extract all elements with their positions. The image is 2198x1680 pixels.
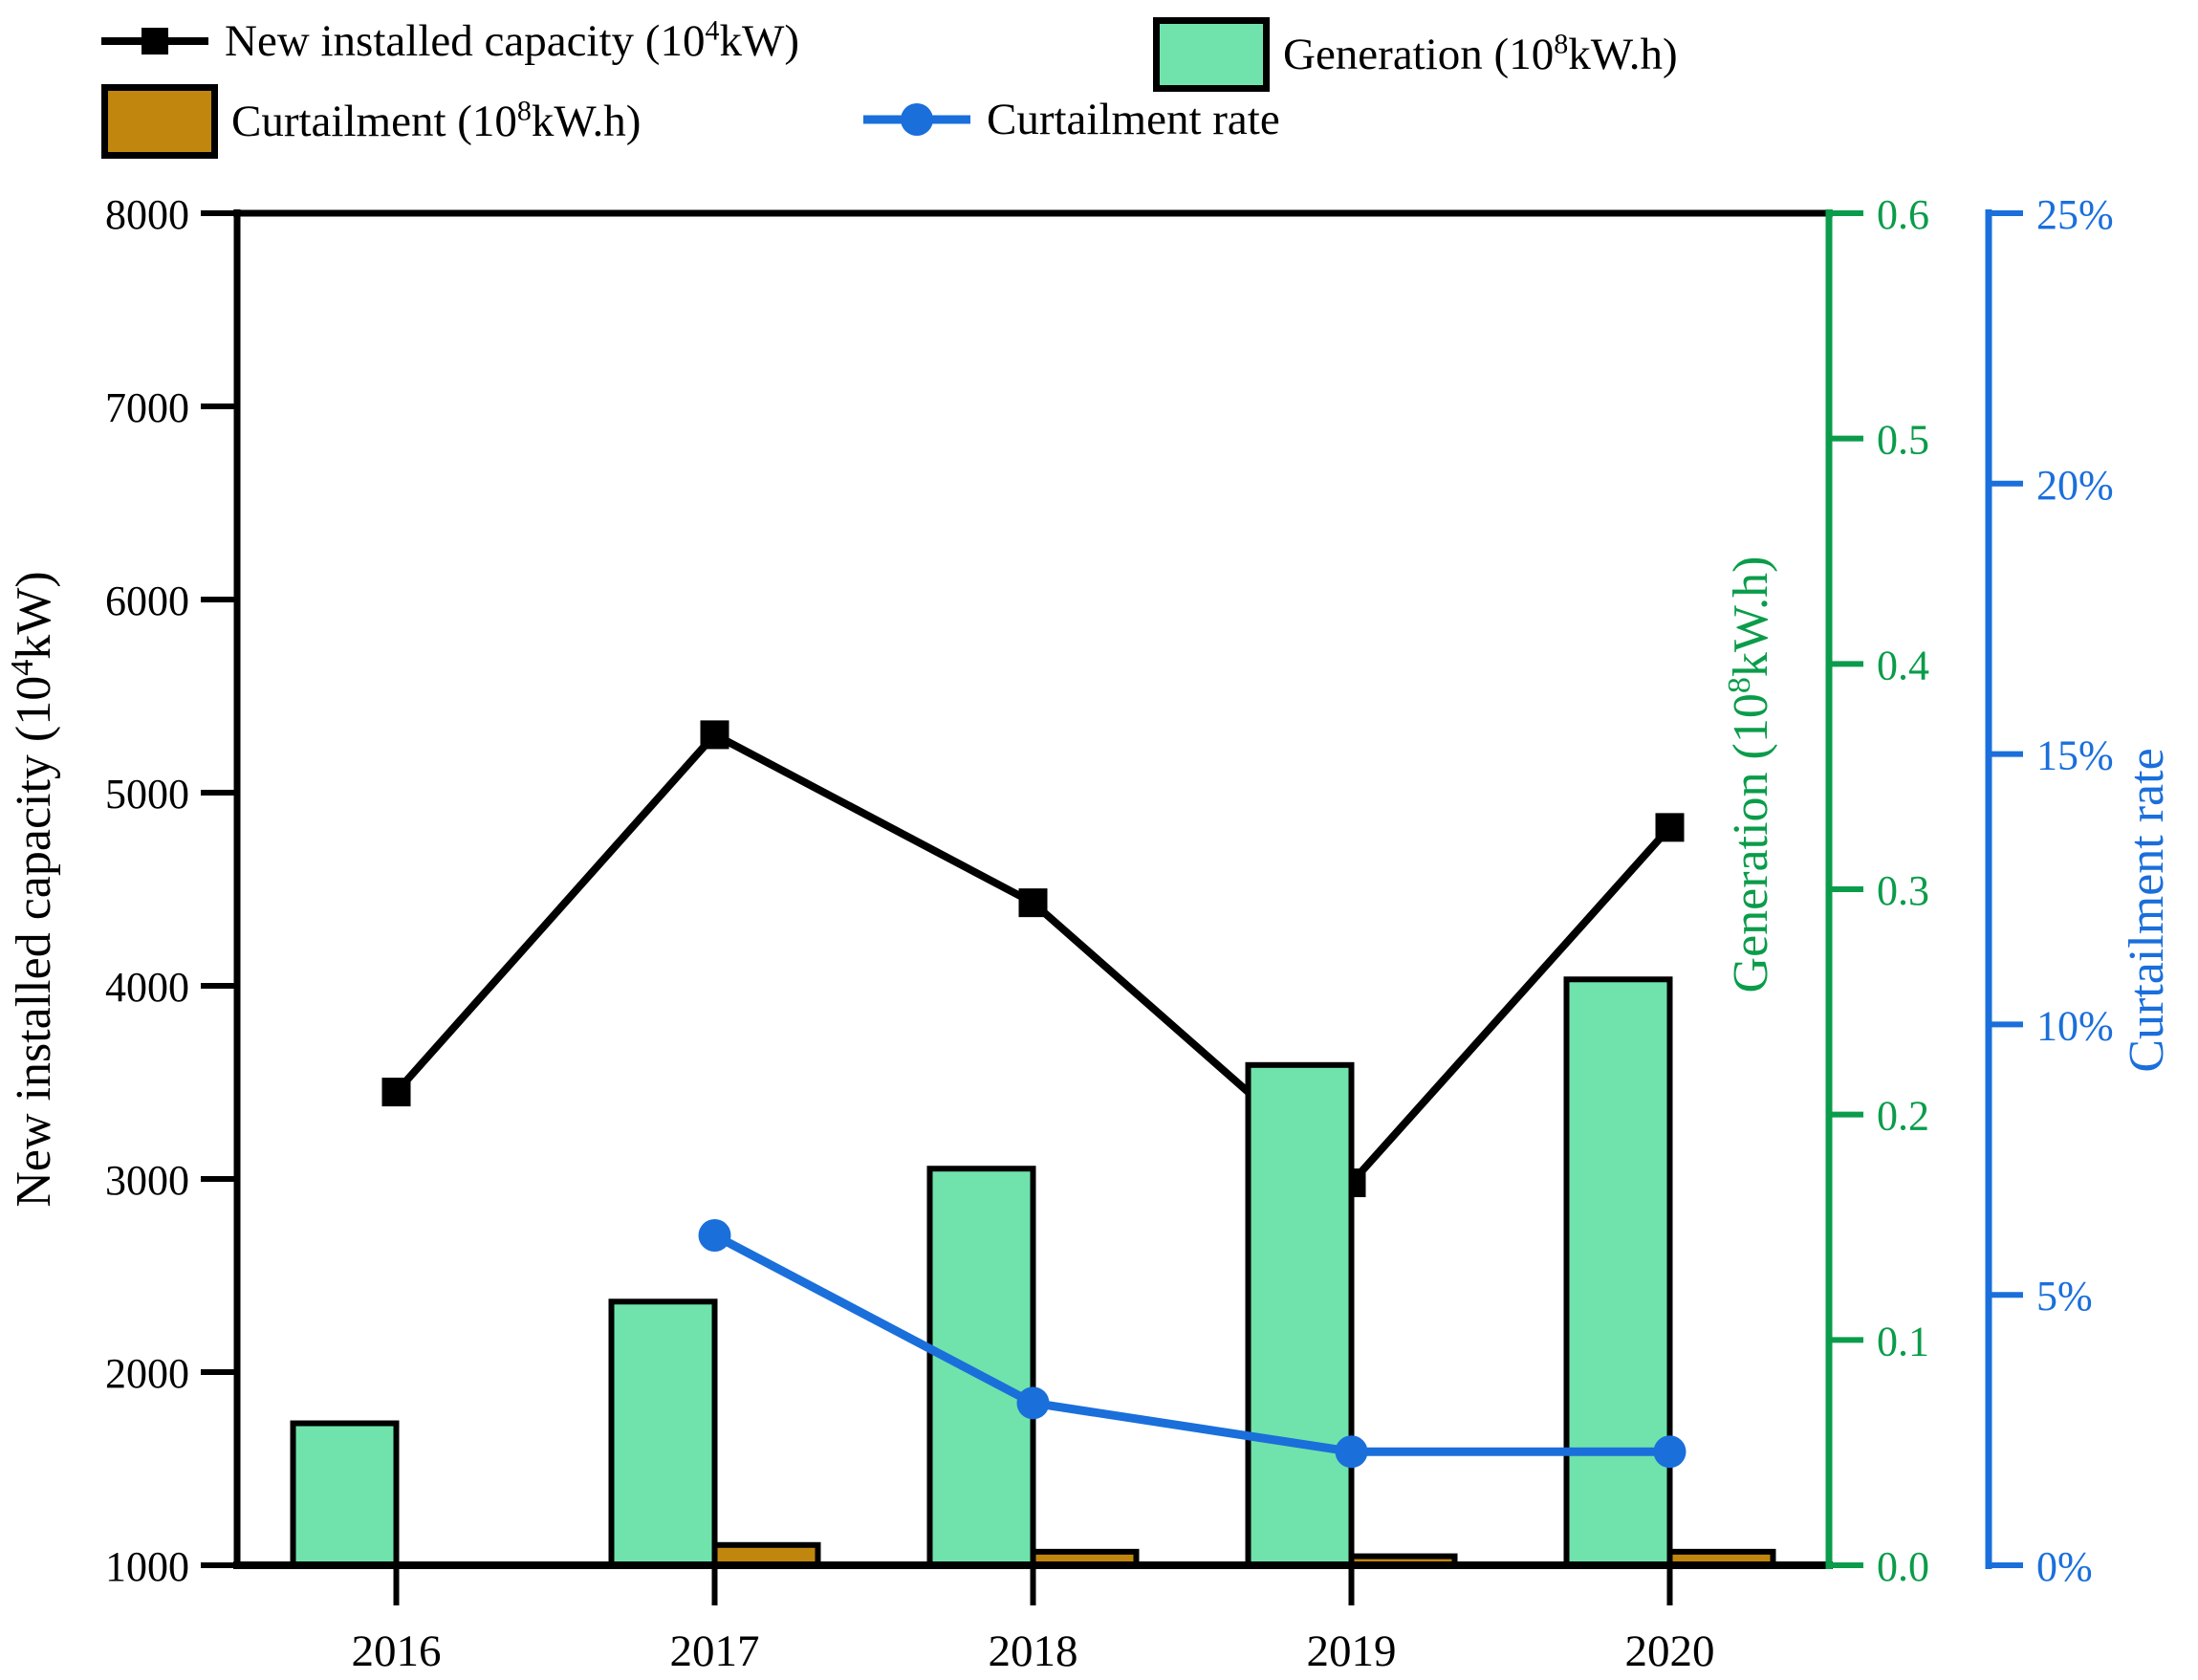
legend-item-curtailment: Curtailment (108kW.h): [101, 84, 641, 159]
generation-axis-tick-label: 0.1: [1877, 1318, 1929, 1364]
capacity-marker: [1655, 813, 1685, 842]
x-axis-tick-label: 2017: [670, 1626, 760, 1676]
rate-line-marker-icon: [863, 103, 970, 136]
rate-marker: [1653, 1435, 1687, 1469]
legend-label-capacity: New installed capacity (104kW): [225, 14, 799, 66]
capacity-marker: [1018, 888, 1048, 918]
rate-marker: [698, 1218, 731, 1252]
left-axis-tick-label: 7000: [105, 384, 189, 431]
generation-axis-tick-label: 0.6: [1877, 191, 1929, 238]
capacity-marker: [381, 1078, 411, 1107]
generation-bar: [1563, 976, 1673, 1569]
x-axis-tick-label: 2016: [352, 1626, 442, 1676]
rate-axis-tick-label: 15%: [2036, 732, 2114, 779]
left-axis-tick-label: 3000: [105, 1157, 189, 1204]
left-axis-tick-label: 4000: [105, 964, 189, 1011]
generation-bar: [290, 1420, 400, 1569]
curtailment-swatch-icon: [101, 84, 218, 159]
x-axis-tick-label: 2018: [989, 1626, 1078, 1676]
rate-marker: [1016, 1386, 1050, 1420]
generation-bar: [1245, 1061, 1355, 1568]
left-axis-tick-label: 5000: [105, 771, 189, 818]
rate-axis-tick-label: 5%: [2036, 1273, 2093, 1320]
capacity-line-marker-icon: [101, 28, 208, 55]
generation-axis-tick-label: 0.0: [1877, 1543, 1929, 1590]
rate-axis-tick-label: 20%: [2036, 462, 2114, 509]
x-axis-tick-label: 2020: [1625, 1626, 1715, 1676]
generation-axis-tick-label: 0.2: [1877, 1093, 1929, 1140]
left-axis-tick-label: 8000: [105, 191, 189, 238]
generation-axis-tick-label: 0.4: [1877, 642, 1929, 688]
generation-axis-title: Generation (108kW.h): [1722, 556, 1778, 993]
legend-item-rate: Curtailment rate: [863, 88, 1280, 151]
legend-label-generation: Generation (108kW.h): [1283, 28, 1678, 79]
rate-axis-tick-label: 10%: [2036, 1002, 2114, 1049]
rate-axis-tick-label: 25%: [2036, 191, 2114, 238]
rate-axis-tick-label: 0%: [2036, 1543, 2093, 1590]
generation-bar: [926, 1166, 1036, 1569]
legend-label-rate: Curtailment rate: [987, 95, 1280, 144]
capacity-marker: [700, 720, 729, 750]
left-axis-tick-label: 2000: [105, 1350, 189, 1397]
rate-marker: [1335, 1435, 1368, 1469]
rate-line: [712, 1232, 1670, 1456]
legend-item-generation: Generation (108kW.h): [1153, 17, 1678, 92]
legend-label-curtailment: Curtailment (108kW.h): [231, 95, 642, 146]
generation-axis-tick-label: 0.3: [1877, 867, 1929, 914]
left-axis-tick-label: 1000: [105, 1543, 189, 1590]
generation-axis-tick-label: 0.5: [1877, 417, 1929, 464]
left-axis-tick-label: 6000: [105, 578, 189, 624]
rate-axis-title: Curtailment rate: [2120, 748, 2174, 1072]
left-axis-title: New installed capacity (104kW): [5, 571, 61, 1207]
generation-swatch-icon: [1153, 17, 1270, 92]
generation-bar: [608, 1298, 718, 1569]
capacity-line: [393, 730, 1673, 1189]
legend-item-capacity: New installed capacity (104kW): [101, 10, 799, 73]
x-axis-tick-label: 2019: [1307, 1626, 1397, 1676]
